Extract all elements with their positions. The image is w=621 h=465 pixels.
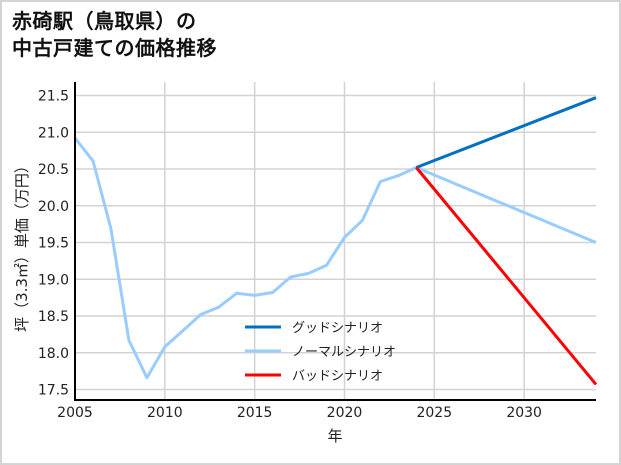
y-tick-label: 18.5: [38, 309, 69, 325]
y-axis-label: 坪（3.3㎡）単価（万円）: [13, 158, 31, 332]
y-tick-label: 21.0: [38, 125, 69, 141]
chart-title-line2: 中古戸建ての価格推移: [12, 36, 217, 60]
tick-labels: 17.5 18.0 18.5 19.0 19.5 20.0 20.5 21.0 21.5 2005…: [38, 89, 542, 422]
data-series: [73, 96, 598, 386]
x-tick-label: 2025: [416, 405, 452, 421]
y-tick-label: 20.5: [38, 162, 69, 178]
chart-title: 赤碕駅（鳥取県）の 中古戸建ての価格推移: [12, 8, 217, 62]
y-tick-label: 20.0: [38, 199, 69, 215]
x-tick-label: 2005: [57, 405, 93, 421]
series-line: [73, 137, 597, 380]
x-axis-label: 年: [327, 427, 342, 445]
series-line: [415, 96, 597, 169]
x-tick-label: 2030: [506, 405, 542, 421]
series-line: [415, 166, 598, 386]
x-tick-label: 2015: [237, 405, 273, 421]
legend-label: ノーマルシナリオ: [292, 345, 396, 360]
y-tick-label: 19.0: [38, 272, 69, 288]
y-tick-label: 19.5: [38, 236, 69, 252]
legend-label: バッドシナリオ: [292, 369, 383, 384]
y-tick-label: 21.5: [38, 89, 69, 105]
x-tick-label: 2020: [327, 405, 363, 421]
gridlines: [75, 82, 596, 400]
x-tick-label: 2010: [147, 405, 183, 421]
axes: [74, 82, 596, 401]
y-tick-label: 18.0: [38, 346, 69, 362]
legend-label: グッドシナリオ: [292, 321, 383, 336]
y-tick-label: 17.5: [38, 383, 69, 399]
chart-title-line1: 赤碕駅（鳥取県）の: [12, 9, 197, 33]
